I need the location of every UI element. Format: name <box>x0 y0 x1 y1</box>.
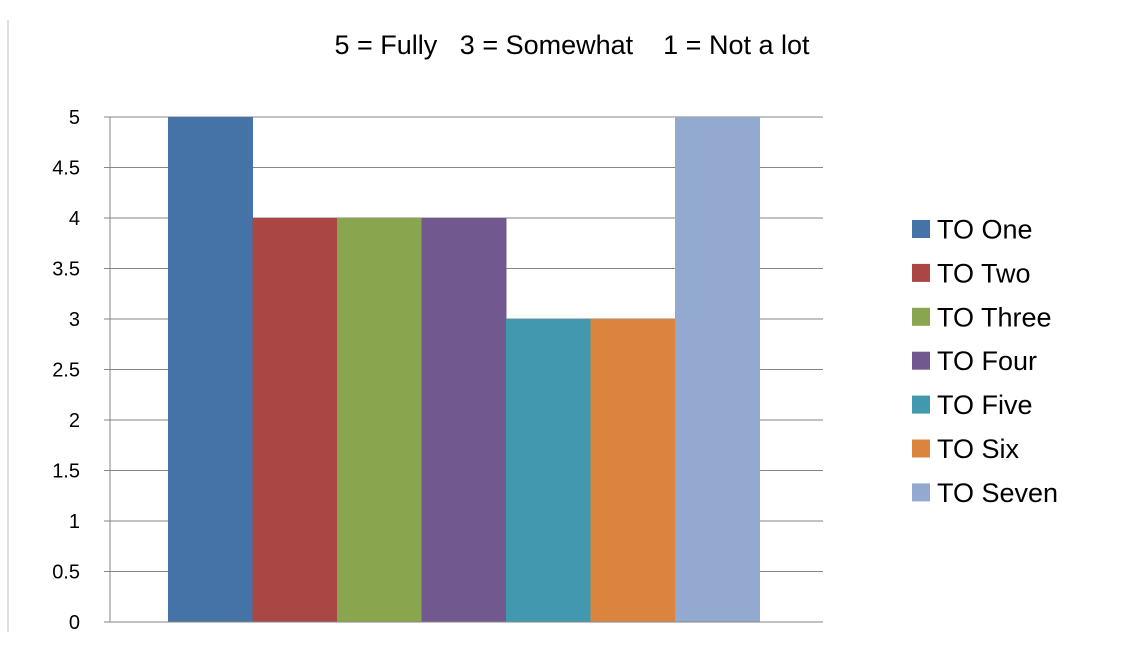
legend-label: TO Five <box>937 390 1033 420</box>
legend-label: TO Four <box>937 346 1037 376</box>
legend-swatch <box>912 307 930 326</box>
chart-title: 5 = Fully 3 = Somewhat 1 = Not a lot <box>335 30 810 60</box>
legend-swatch <box>912 395 930 414</box>
y-tick-label: 0 <box>69 612 80 634</box>
y-tick-label: 3.5 <box>52 259 80 281</box>
legend-swatch <box>912 263 930 282</box>
legend-label: TO Seven <box>937 478 1058 508</box>
y-tick-label: 4.5 <box>52 158 80 180</box>
y-tick-label: 4 <box>69 208 80 230</box>
y-tick-label: 1.5 <box>52 461 80 483</box>
legend-swatch <box>912 439 930 458</box>
bar-to-two <box>252 218 338 622</box>
y-tick-label: 0.5 <box>52 562 80 584</box>
bar-to-seven <box>675 117 760 622</box>
axes <box>104 116 823 623</box>
legend-swatch <box>912 220 930 238</box>
bar-to-three <box>337 218 422 622</box>
legend-label: TO One <box>937 215 1033 245</box>
y-tick-label: 2.5 <box>52 360 80 382</box>
y-tick-labels: 0 0.5 1 1.5 2 2.5 3 3.5 4 4.5 5 <box>52 107 80 634</box>
legend-label: TO Three <box>937 302 1052 332</box>
bar-to-five <box>506 319 591 622</box>
legend-label: TO Two <box>937 258 1031 288</box>
y-tick-label: 2 <box>69 410 80 432</box>
y-tick-label: 3 <box>69 309 80 331</box>
legend-swatch <box>912 351 930 370</box>
bar-to-one <box>168 117 253 622</box>
bars <box>168 117 760 622</box>
y-tick-label: 1 <box>69 511 80 533</box>
bar-to-four <box>421 218 507 622</box>
legend-label: TO Six <box>937 434 1020 464</box>
legend: TO One TO Two TO Three TO Four TO Five TO Six… <box>912 215 1058 508</box>
legend-swatch <box>912 483 930 502</box>
bar-to-six <box>590 319 676 622</box>
y-tick-label: 5 <box>69 107 80 129</box>
